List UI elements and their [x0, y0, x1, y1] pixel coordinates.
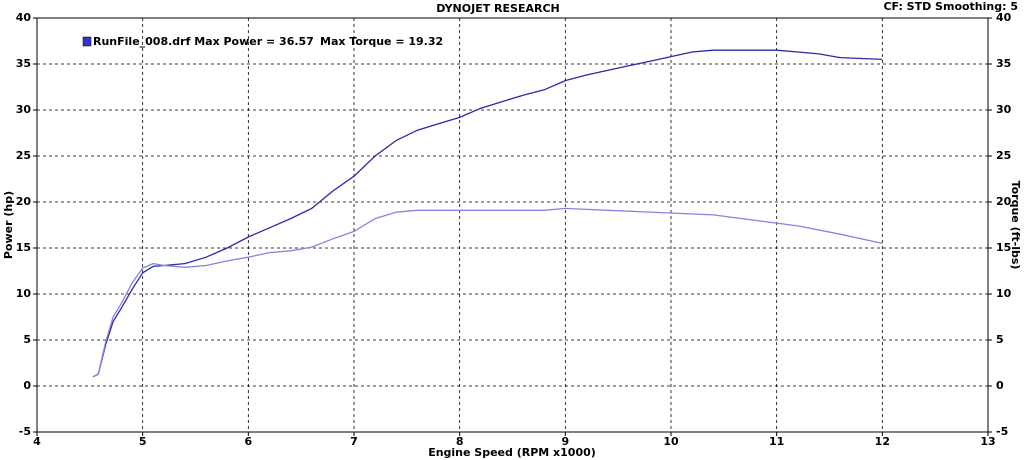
legend-text: Max Torque = 19.32	[320, 35, 443, 48]
y2-tick-label: 30	[996, 103, 1012, 116]
y2-tick-label: 0	[996, 379, 1004, 392]
x-tick-label: 6	[245, 435, 253, 448]
x-tick-label: 8	[456, 435, 464, 448]
x-tick-label: 9	[562, 435, 570, 448]
x-tick-label: 5	[139, 435, 147, 448]
chart-title: DYNOJET RESEARCH	[436, 2, 559, 15]
y2-tick-label: 5	[996, 333, 1004, 346]
series-line	[92, 49, 883, 378]
y2-tick-label: 25	[996, 149, 1011, 162]
x-tick-label: 13	[980, 435, 995, 448]
y2-tick-label: 10	[996, 287, 1012, 300]
y2-tick-label: 35	[996, 57, 1011, 70]
y2-tick-label: -5	[996, 425, 1008, 438]
x-tick-label: 4	[33, 435, 41, 448]
y-tick-label: 30	[16, 103, 32, 116]
y-tick-label: 15	[16, 241, 31, 254]
y2-tick-label: 40	[996, 11, 1012, 24]
y-tick-label: 40	[16, 11, 32, 24]
x-tick-label: 10	[663, 435, 679, 448]
y2-axis-label: Torque (ft-lbs)	[1009, 181, 1022, 270]
y-axis-label: Power (hp)	[2, 191, 15, 259]
plot-border	[36, 17, 989, 433]
y-tick-label: 35	[16, 57, 31, 70]
y-tick-label: 0	[23, 379, 31, 392]
series-line	[92, 207, 883, 378]
y2-tick-label: 15	[996, 241, 1011, 254]
x-tick-label: 11	[769, 435, 784, 448]
y-tick-label: 25	[16, 149, 31, 162]
y-tick-label: -5	[19, 425, 31, 438]
x-tick-label: 12	[875, 435, 890, 448]
chart-subtitle: CF: STD Smoothing: 5	[883, 0, 1018, 13]
legend-marker	[82, 36, 92, 47]
y-tick-label: 5	[23, 333, 31, 346]
legend-text: RunFile_008.drf Max Power = 36.57	[93, 35, 314, 48]
y-tick-label: 20	[16, 195, 32, 208]
y-tick-label: 10	[16, 287, 32, 300]
x-axis-label: Engine Speed (RPM x1000)	[428, 446, 596, 459]
x-tick-label: 7	[350, 435, 358, 448]
y2-tick-label: 20	[996, 195, 1012, 208]
